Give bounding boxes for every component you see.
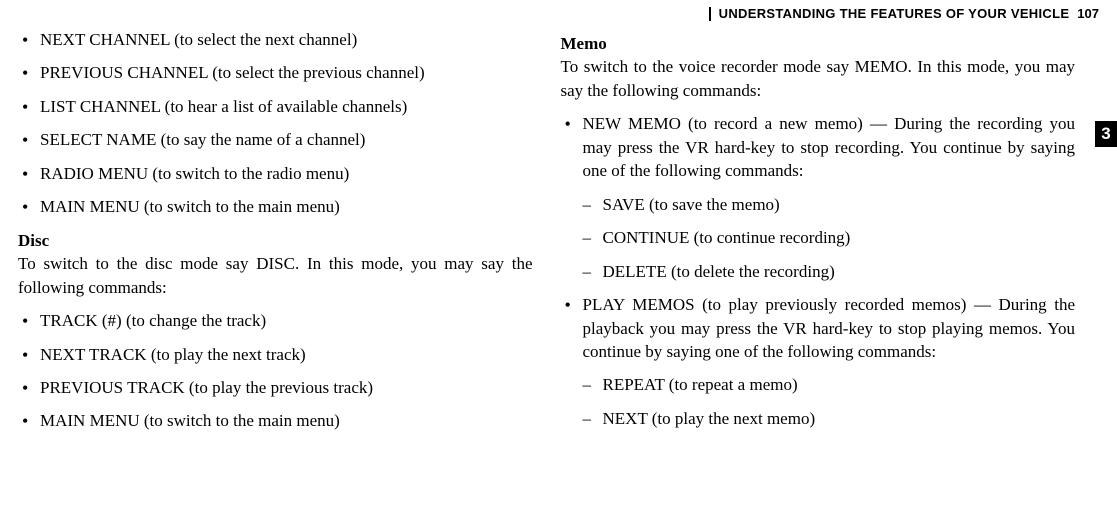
- list-item: CONTINUE (to continue recording): [561, 226, 1076, 249]
- list-item: PREVIOUS CHANNEL (to select the previous…: [18, 61, 533, 84]
- memo-subcommand-list: SAVE (to save the memo) CONTINUE (to con…: [561, 193, 1076, 283]
- list-item: NEXT CHANNEL (to select the next channel…: [18, 28, 533, 51]
- play-memos-subcommand-list: REPEAT (to repeat a memo) NEXT (to play …: [561, 373, 1076, 430]
- list-item: DELETE (to delete the recording): [561, 260, 1076, 283]
- list-item: SELECT NAME (to say the name of a channe…: [18, 128, 533, 151]
- play-memos-list: PLAY MEMOS (to play previously recorded …: [561, 293, 1076, 363]
- list-item: NEW MEMO (to record a new memo) — During…: [561, 112, 1076, 182]
- disc-heading: Disc: [18, 229, 533, 252]
- header-title: UNDERSTANDING THE FEATURES OF YOUR VEHIC…: [719, 6, 1070, 21]
- list-item: PLAY MEMOS (to play previously recorded …: [561, 293, 1076, 363]
- list-item: REPEAT (to repeat a memo): [561, 373, 1076, 396]
- list-item: LIST CHANNEL (to hear a list of availabl…: [18, 95, 533, 118]
- page-content: NEXT CHANNEL (to select the next channel…: [18, 28, 1099, 520]
- page-header: UNDERSTANDING THE FEATURES OF YOUR VEHIC…: [709, 6, 1099, 21]
- left-column: NEXT CHANNEL (to select the next channel…: [18, 28, 533, 520]
- list-item: TRACK (#) (to change the track): [18, 309, 533, 332]
- list-item: RADIO MENU (to switch to the radio menu): [18, 162, 533, 185]
- memo-command-list: NEW MEMO (to record a new memo) — During…: [561, 112, 1076, 182]
- header-divider: [709, 7, 711, 21]
- memo-body: To switch to the voice recorder mode say…: [561, 55, 1076, 102]
- right-column: Memo To switch to the voice recorder mod…: [561, 28, 1100, 520]
- page-number: 107: [1077, 6, 1099, 21]
- disc-body: To switch to the disc mode say DISC. In …: [18, 252, 533, 299]
- list-item: MAIN MENU (to switch to the main menu): [18, 409, 533, 432]
- disc-command-list: TRACK (#) (to change the track) NEXT TRA…: [18, 309, 533, 433]
- list-item: MAIN MENU (to switch to the main menu): [18, 195, 533, 218]
- channel-command-list: NEXT CHANNEL (to select the next channel…: [18, 28, 533, 219]
- list-item: NEXT (to play the next memo): [561, 407, 1076, 430]
- list-item: PREVIOUS TRACK (to play the previous tra…: [18, 376, 533, 399]
- list-item: NEXT TRACK (to play the next track): [18, 343, 533, 366]
- memo-heading: Memo: [561, 32, 1076, 55]
- list-item: SAVE (to save the memo): [561, 193, 1076, 216]
